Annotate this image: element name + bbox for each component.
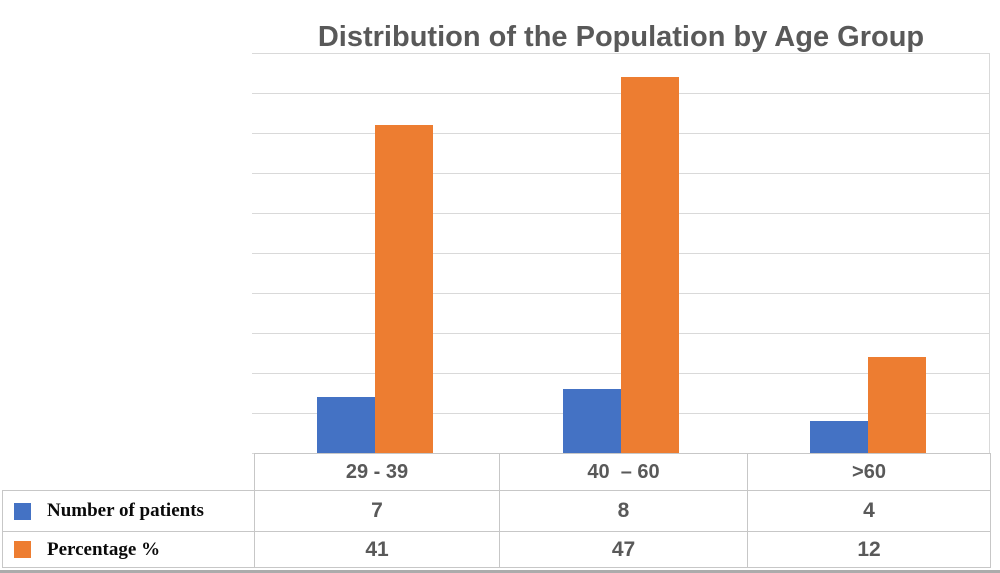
bar-percentage-60 <box>867 357 926 453</box>
gridline <box>252 333 989 334</box>
table-blank-cell <box>3 454 255 491</box>
chart-title: Distribution of the Population by Age Gr… <box>317 21 925 53</box>
value-cell-percentage-29-39: 41 <box>254 531 500 568</box>
category-header-29-39: 29 - 39 <box>254 453 500 491</box>
legend-label: Number of patients <box>47 500 204 521</box>
gridline <box>252 93 989 94</box>
gridline <box>252 53 989 54</box>
bar-number-of-patients-40-60 <box>563 389 621 453</box>
gridline <box>252 253 989 254</box>
value-cell-number-of-patients-60: 4 <box>747 490 991 532</box>
category-header-40-60: 40 – 60 <box>499 453 748 491</box>
legend-cell-number-of-patients: Number of patients <box>2 490 255 532</box>
gridline <box>252 293 989 294</box>
legend-cell-percentage: Percentage % <box>2 531 255 568</box>
table-row: Percentage % 41 47 12 <box>2 531 991 568</box>
bar-number-of-patients-29-39 <box>316 397 375 453</box>
value-cell-number-of-patients-40-60: 8 <box>499 490 748 532</box>
chart-data-table: 29 - 39 40 – 60 >60 Number of patients 7 8 4 Pe… <box>2 453 991 568</box>
legend-label: Percentage % <box>47 538 161 560</box>
legend-swatch-number-of-patients <box>14 502 31 520</box>
table-row: Number of patients 7 8 4 <box>2 490 991 532</box>
bar-number-of-patients-60 <box>809 421 868 453</box>
value-cell-percentage-60: 12 <box>747 531 991 568</box>
gridline <box>252 373 989 374</box>
gridline <box>252 133 989 134</box>
bar-percentage-29-39 <box>374 125 433 453</box>
value-cell-number-of-patients-29-39: 7 <box>254 490 500 532</box>
category-header-60: >60 <box>747 453 991 491</box>
gridline <box>252 213 989 214</box>
value-cell-percentage-40-60: 47 <box>499 531 748 568</box>
plot-area <box>252 53 990 454</box>
bar-percentage-40-60 <box>621 77 679 453</box>
gridline <box>252 173 989 174</box>
legend-swatch-percentage <box>14 541 31 558</box>
